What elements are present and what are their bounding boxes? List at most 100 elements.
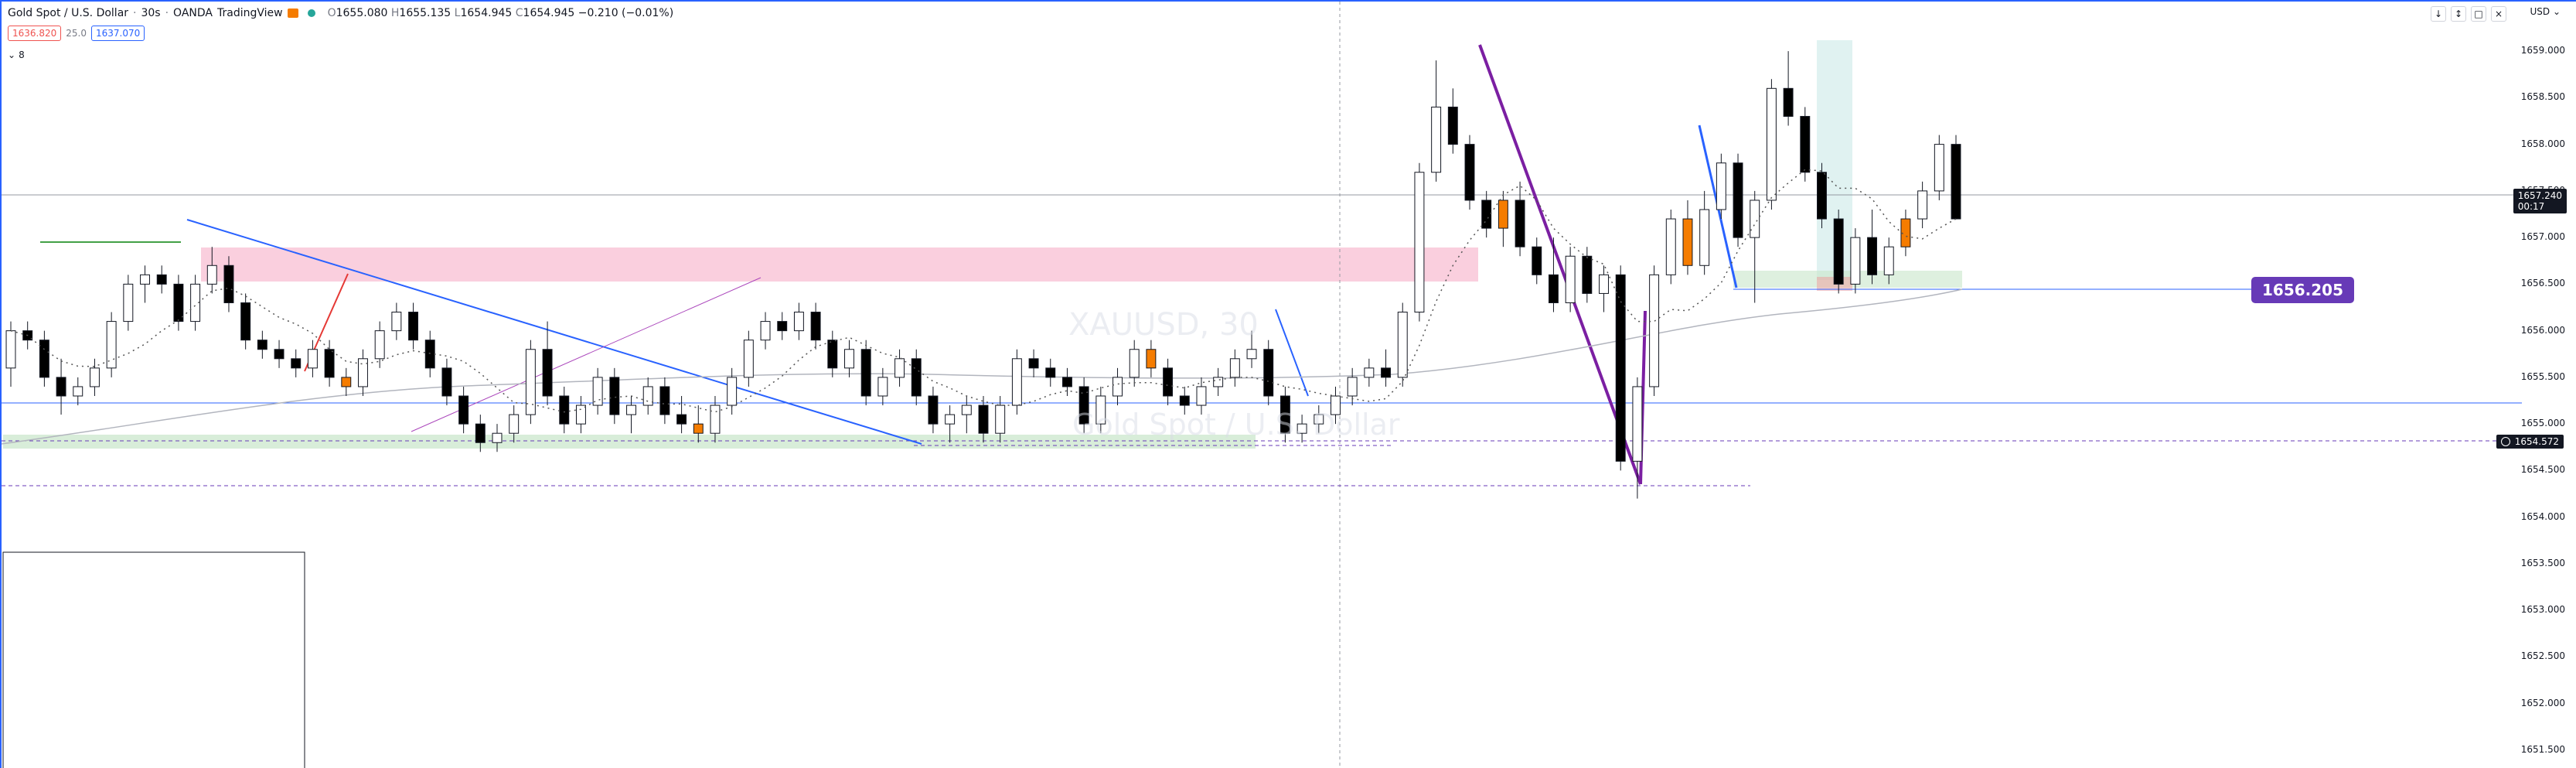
candle: [458, 395, 469, 425]
candle: [592, 377, 603, 406]
candle: [1900, 218, 1911, 247]
candle: [1917, 190, 1928, 220]
candle: [1850, 237, 1861, 285]
candle: [844, 349, 854, 369]
candle: [1582, 255, 1593, 294]
price-axis-label: 1654.500: [2520, 464, 2565, 476]
price-axis-label: 1652.000: [2520, 697, 2565, 708]
candle: [1615, 274, 1626, 462]
sell-price-button[interactable]: 1636.820: [8, 26, 62, 41]
candle: [1682, 218, 1693, 266]
candle: [1632, 386, 1643, 462]
candle: [693, 423, 704, 434]
price-axis-label: 1652.500: [2520, 650, 2565, 662]
candle: [1817, 172, 1827, 220]
candle: [257, 340, 267, 350]
currency-selector[interactable]: USD ⌄: [2530, 6, 2561, 17]
symbol-legend: Gold Spot / U.S. Dollar · 30s · OANDA Tr…: [8, 7, 674, 19]
candle: [928, 395, 939, 425]
candle: [358, 358, 368, 387]
candle: [441, 367, 452, 397]
candle: [1649, 274, 1660, 387]
candle: [1481, 200, 1492, 229]
candle: [291, 358, 302, 369]
blue-trendline-main: [186, 219, 922, 445]
candle: [1314, 414, 1324, 425]
price-axis-label: 1656.000: [2520, 324, 2565, 336]
candle: [1447, 106, 1458, 145]
candle: [1011, 358, 1022, 406]
candle: [793, 312, 804, 332]
candle: [525, 349, 536, 415]
alarm-clock-icon: [2500, 437, 2510, 446]
candle: [877, 377, 888, 397]
price-axis-label: 1656.500: [2520, 278, 2565, 289]
candle: [324, 349, 335, 378]
indicators-count: 8: [19, 49, 25, 60]
spread-value: 25.0: [66, 28, 87, 39]
price-axis-label: 1653.000: [2520, 604, 2565, 616]
interval-label[interactable]: 30s: [141, 7, 161, 19]
candle: [1548, 274, 1559, 303]
candle: [1113, 377, 1123, 397]
indicators-toggle[interactable]: ⌄ 8: [8, 49, 25, 60]
chevron-down-icon[interactable]: ⌄: [8, 49, 16, 60]
candle: [810, 312, 821, 341]
flag-icon[interactable]: [287, 9, 298, 18]
candle: [1934, 144, 1944, 192]
candle: [274, 349, 285, 360]
bottom-left-box: [2, 551, 305, 768]
candle: [911, 358, 922, 397]
arrow-down-icon[interactable]: ↓: [2431, 6, 2446, 22]
candle: [1599, 274, 1609, 294]
candles-layer: [5, 51, 1961, 499]
candle: [156, 274, 167, 285]
candle: [190, 283, 201, 323]
purple-channel-line: [411, 277, 762, 432]
candle: [1883, 246, 1894, 275]
candle: [475, 423, 486, 443]
moving-average-fast: [10, 169, 1957, 413]
price-axis-label: 1658.500: [2520, 91, 2565, 103]
close-icon[interactable]: ×: [2491, 6, 2506, 22]
candle: [1498, 200, 1508, 229]
candle: [408, 312, 419, 341]
candle: [391, 312, 402, 332]
blue-short-line-1: [1275, 309, 1309, 397]
candle: [424, 340, 435, 369]
alert-price-tag[interactable]: 1654.572: [2496, 435, 2564, 449]
candle: [509, 414, 520, 434]
candle: [307, 349, 318, 369]
candle: [140, 274, 150, 285]
candle: [894, 358, 905, 378]
price-axis-label: 1654.000: [2520, 510, 2565, 522]
resize-icon[interactable]: ↕: [2451, 6, 2466, 22]
candle: [1179, 395, 1190, 406]
candle: [1699, 209, 1710, 266]
candle: [1347, 377, 1358, 397]
candle: [1163, 367, 1174, 397]
maximize-icon[interactable]: □: [2471, 6, 2486, 22]
candle: [659, 386, 670, 415]
green-demand-zone: [3, 435, 1256, 449]
candle: [760, 321, 771, 341]
candle: [1867, 237, 1878, 275]
candle: [1414, 172, 1425, 313]
price-axis-label: 1658.000: [2520, 138, 2565, 149]
platform-label: TradingView: [216, 7, 283, 19]
candle: [341, 377, 352, 387]
candle: [1364, 367, 1375, 378]
candle: [542, 349, 553, 397]
buy-price-button[interactable]: 1637.070: [90, 26, 145, 41]
symbol-name[interactable]: Gold Spot / U.S. Dollar: [8, 7, 129, 19]
candle: [1565, 255, 1576, 303]
candle: [1331, 395, 1341, 415]
price-axis-label: 1659.000: [2520, 45, 2565, 56]
candle: [559, 395, 570, 425]
candle: [39, 340, 49, 378]
price-axis-label: 1657.000: [2520, 231, 2565, 243]
candle: [1297, 423, 1307, 434]
annotation-price-label[interactable]: 1656.205: [2251, 277, 2355, 303]
